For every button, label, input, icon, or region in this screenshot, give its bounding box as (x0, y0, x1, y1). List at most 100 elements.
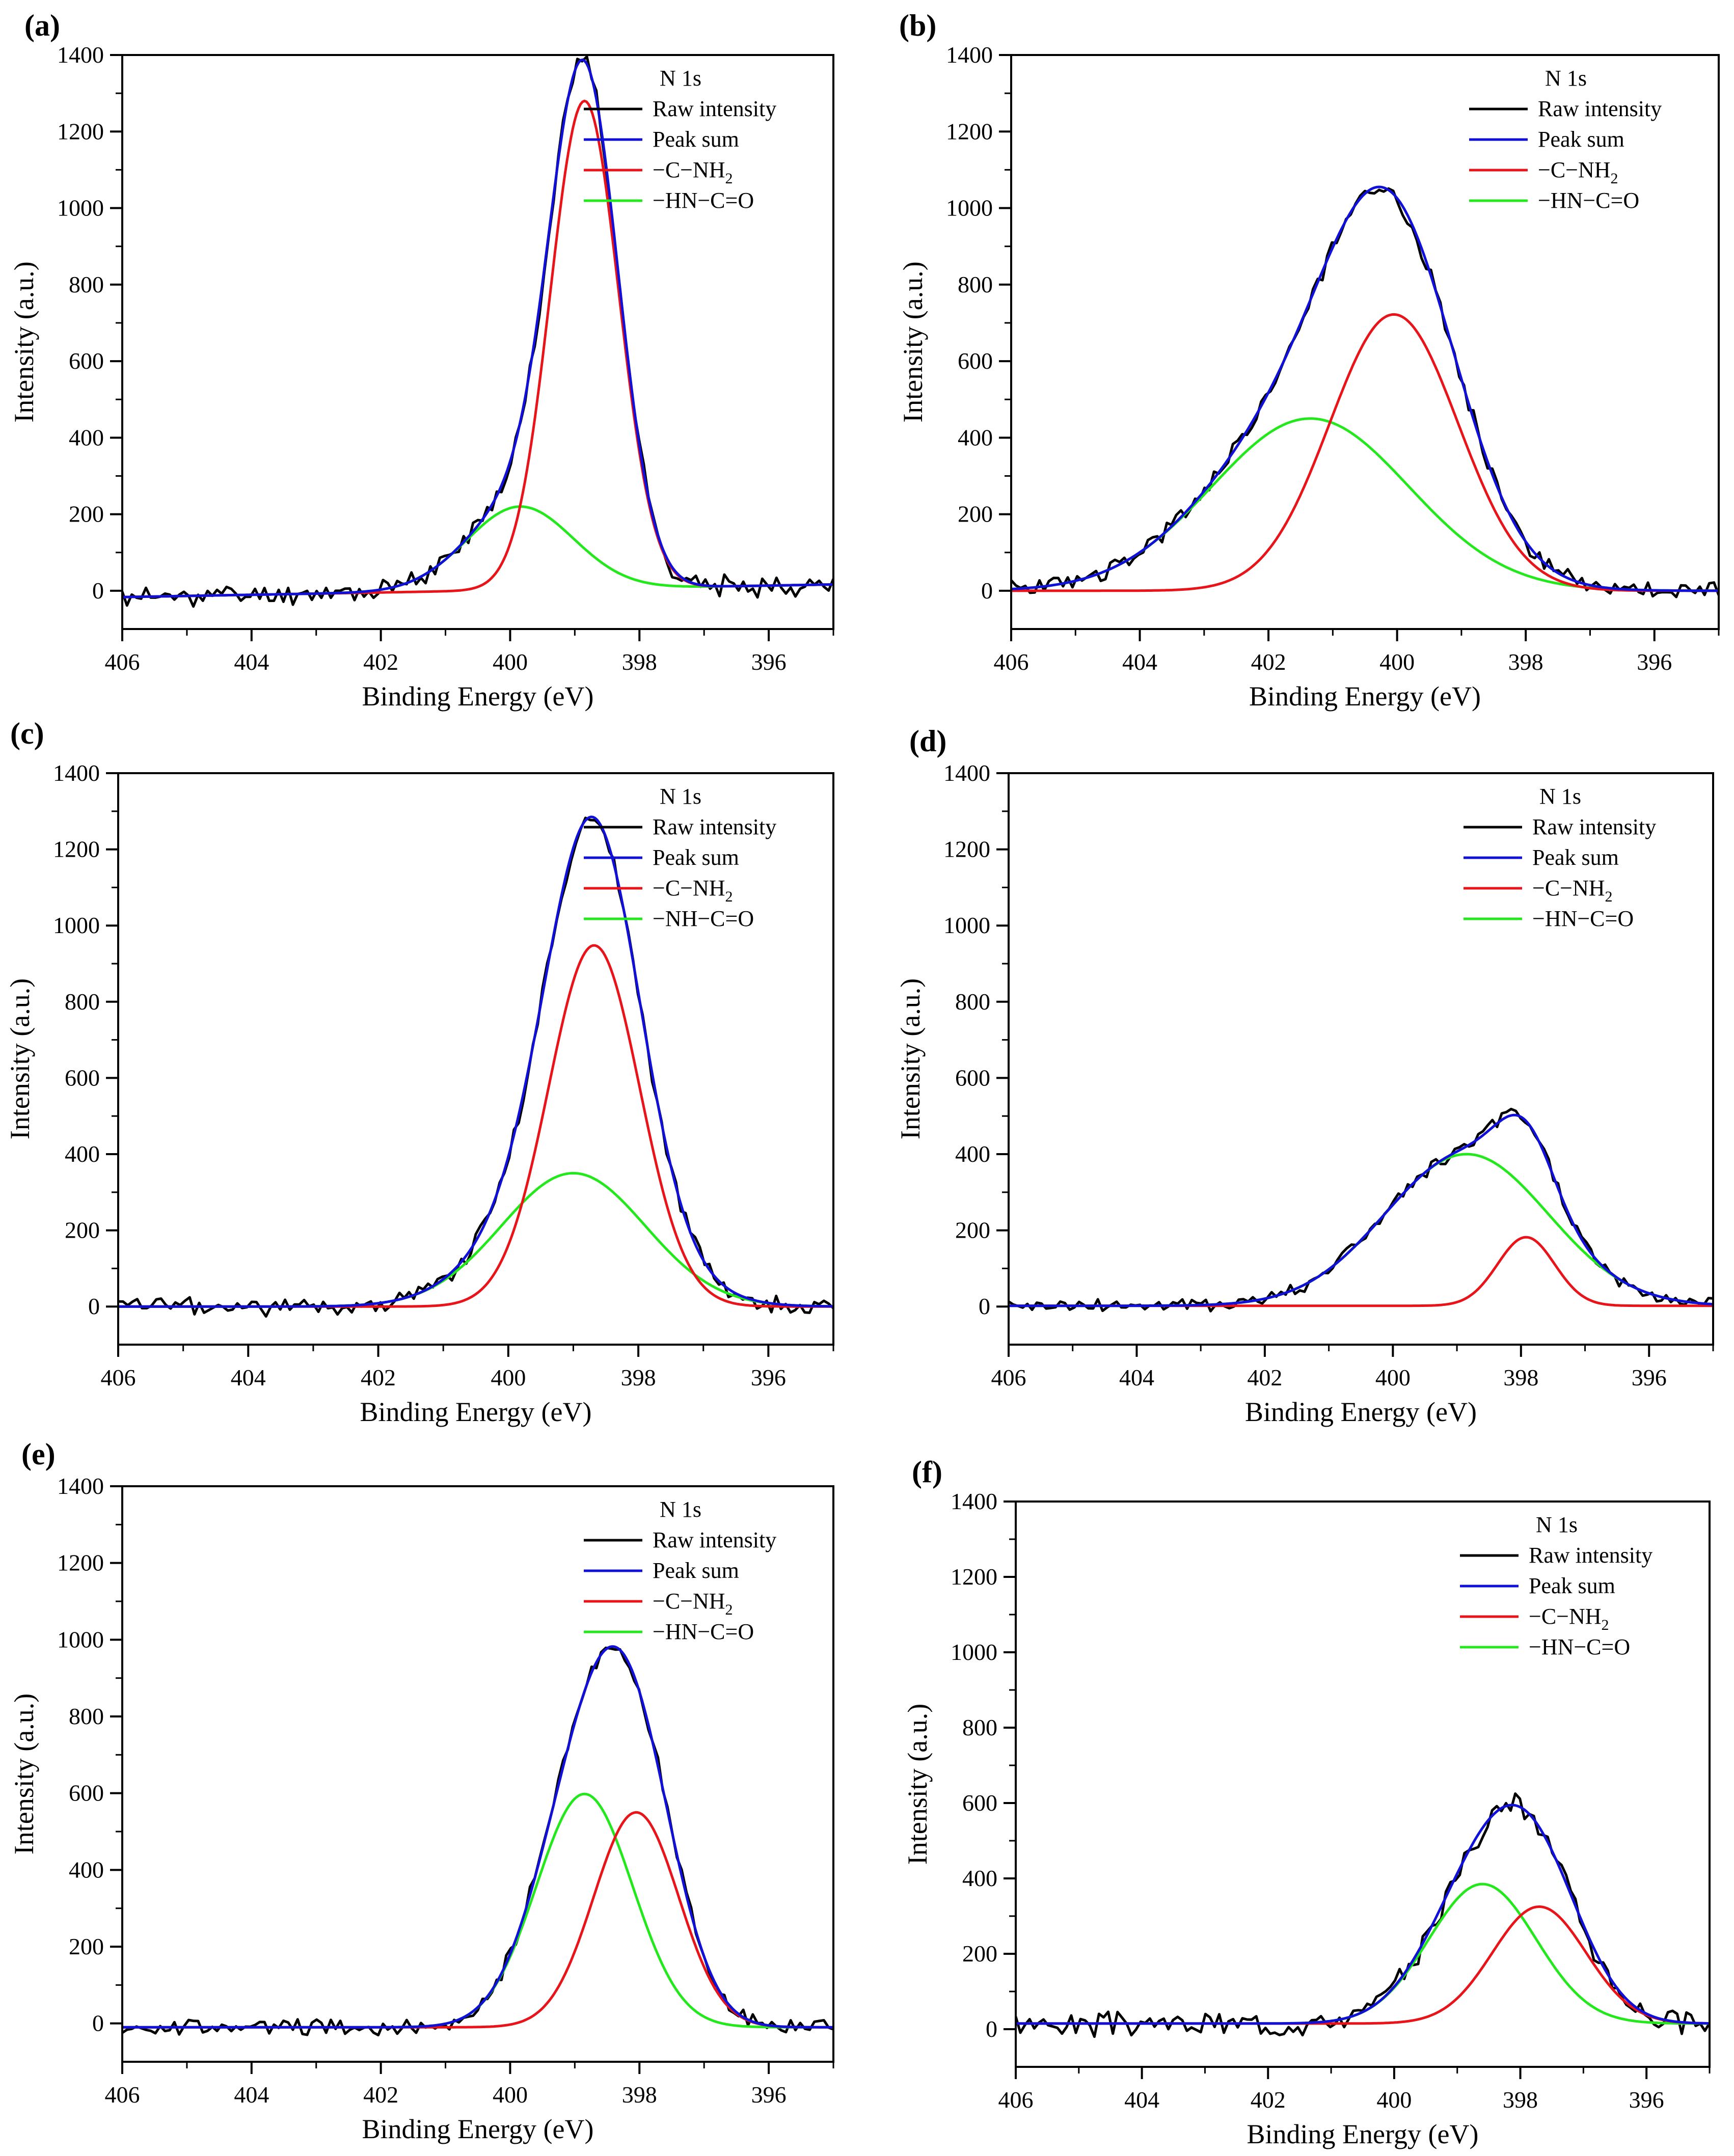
x-tick-label: 396 (751, 2082, 787, 2108)
y-tick-label: 600 (962, 1790, 997, 1816)
x-tick-label: 400 (493, 649, 528, 675)
x-tick-label: 400 (491, 1364, 526, 1390)
x-tick-label: 406 (998, 2087, 1034, 2113)
curves (118, 815, 833, 1318)
series-peak-sum (1009, 1113, 1713, 1307)
y-tick-label: 400 (69, 424, 104, 450)
y-axis-label: Intensity (a.u.) (902, 1704, 933, 1865)
curves (122, 55, 833, 608)
panel-label: (f) (912, 1455, 942, 1489)
legend-entry: Raw intensity (1538, 96, 1662, 121)
x-tick-label: 406 (101, 1364, 136, 1390)
x-tick-label: 402 (363, 2082, 398, 2108)
y-tick-label: 1200 (946, 118, 993, 144)
y-tick-label: 800 (955, 989, 990, 1015)
x-tick-label: 402 (1247, 1364, 1282, 1390)
y-tick-label: 800 (958, 271, 993, 297)
y-tick-label: 200 (958, 501, 993, 527)
y-tick-label: 400 (65, 1141, 100, 1167)
legend-entry: Peak sum (653, 1558, 739, 1583)
series-raw-intensity (1016, 1792, 1710, 2038)
x-tick-label: 396 (1637, 649, 1672, 675)
x-axis-label: Binding Energy (eV) (362, 681, 594, 712)
y-tick-label: 1400 (57, 42, 104, 68)
x-axis-label: Binding Energy (eV) (360, 1397, 592, 1427)
y-tick-label: 1200 (943, 836, 990, 862)
x-tick-label: 406 (105, 2082, 140, 2108)
x-tick-label: 402 (1251, 2087, 1286, 2113)
chart-panel: (a) 0 200 400 600 800 1000 1200 1400 406 404 402 400… (9, 9, 834, 712)
legend-entry: Peak sum (653, 127, 739, 152)
axes-frame (1015, 1500, 1711, 2068)
y-tick-label: 600 (69, 348, 104, 374)
y-tick-label: 200 (69, 501, 104, 527)
legend-entry: Raw intensity (1532, 814, 1656, 839)
chart-panel: (b) 0 200 400 600 800 1000 1200 1400 406 404 402 400… (898, 9, 1720, 712)
y-tick-label: 1400 (943, 760, 990, 786)
x-axis-label: Binding Energy (eV) (1247, 2119, 1479, 2149)
series-raw-intensity (118, 816, 833, 1318)
legend-entry: −C−NH2 (1529, 1604, 1609, 1633)
x-tick-label: 398 (621, 1364, 656, 1390)
y-tick-label: 400 (69, 1857, 104, 1882)
panel-label: (e) (21, 1437, 56, 1471)
x-tick-label: 404 (234, 2082, 269, 2108)
axes-frame (1010, 54, 1720, 630)
curves (1011, 185, 1719, 598)
chart-panel: (f) 0 200 400 600 800 1000 1200 1400 406 404 402 400… (902, 1455, 1711, 2149)
y-tick-label: 600 (65, 1065, 100, 1090)
y-tick-label: 1000 (951, 1639, 997, 1665)
y-tick-label: 1200 (53, 836, 100, 862)
y-tick-label: 1000 (57, 1626, 104, 1652)
legend-entry: −C−NH2 (653, 157, 733, 187)
legend-title: N 1s (1545, 66, 1587, 91)
legend-entry: −HN−C=O (1529, 1634, 1630, 1659)
panel-label: (d) (909, 724, 946, 758)
y-tick-label: 1400 (946, 42, 993, 68)
y-tick-label: 1400 (57, 1473, 104, 1499)
x-tick-label: 398 (1503, 2087, 1538, 2113)
x-tick-label: 400 (1375, 1364, 1411, 1390)
y-tick-label: 600 (69, 1780, 104, 1806)
legend-entry: Raw intensity (653, 1527, 776, 1552)
series-peak-sum (118, 815, 833, 1308)
y-tick-label: 600 (958, 348, 993, 374)
x-tick-label: 404 (234, 649, 269, 675)
legend-title: N 1s (660, 66, 701, 91)
legend-entry: −NH−C=O (653, 906, 754, 931)
legend-entry: Peak sum (653, 845, 739, 870)
y-tick-label: 800 (69, 271, 104, 297)
x-tick-label: 404 (1122, 649, 1157, 675)
y-tick-label: 0 (92, 2010, 104, 2036)
series-peak-sum (1011, 185, 1719, 592)
legend-entry: Raw intensity (653, 814, 776, 839)
legend-entry: Raw intensity (653, 96, 776, 121)
axes-frame (1008, 772, 1714, 1346)
x-tick-label: 400 (493, 2082, 528, 2108)
y-tick-label: 1200 (951, 1564, 997, 1590)
y-tick-label: 1000 (946, 195, 993, 221)
y-tick-label: 0 (979, 1293, 990, 1319)
legend-title: N 1s (1536, 1512, 1578, 1537)
y-tick-label: 1200 (57, 118, 104, 144)
legend-title: N 1s (1539, 784, 1581, 809)
curves (1009, 1107, 1713, 1313)
y-tick-label: 400 (955, 1141, 990, 1167)
y-axis-label: Intensity (a.u.) (895, 978, 926, 1139)
x-axis-label: Binding Energy (eV) (1245, 1397, 1477, 1427)
y-tick-label: 1400 (951, 1488, 997, 1514)
x-tick-label: 406 (105, 649, 140, 675)
x-axis-label: Binding Energy (eV) (1249, 681, 1481, 712)
legend-entry: Peak sum (1529, 1573, 1615, 1598)
y-tick-label: 800 (962, 1714, 997, 1740)
x-tick-label: 400 (1376, 2087, 1412, 2113)
x-tick-label: 406 (991, 1364, 1026, 1390)
x-tick-label: 400 (1379, 649, 1415, 675)
y-tick-label: 600 (955, 1065, 990, 1090)
x-tick-label: 396 (1629, 2087, 1664, 2113)
y-tick-label: 200 (69, 1933, 104, 1959)
y-tick-label: 200 (962, 1941, 997, 1967)
y-tick-label: 1000 (57, 195, 104, 221)
series-raw-intensity (1009, 1107, 1713, 1313)
x-tick-label: 404 (1124, 2087, 1159, 2113)
